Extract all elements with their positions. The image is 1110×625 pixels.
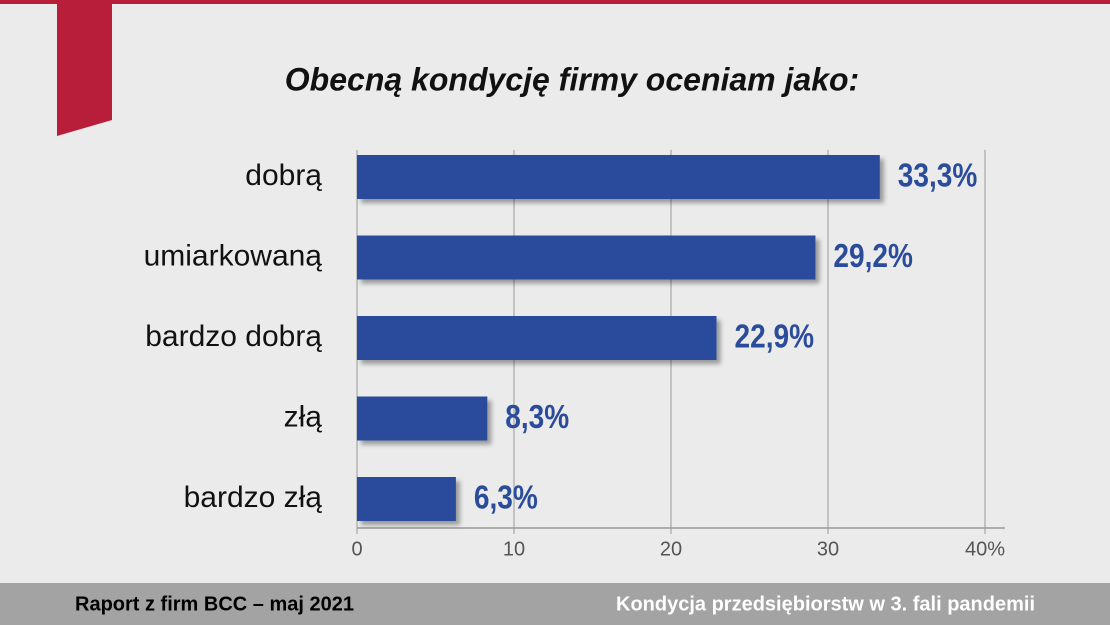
- value-label: 6,3%: [474, 480, 538, 517]
- bar: [357, 235, 816, 280]
- x-tick-label: 10: [503, 538, 525, 560]
- value-label: 8,3%: [505, 399, 569, 436]
- value-label: 33,3%: [898, 158, 977, 195]
- bar: [357, 396, 488, 441]
- bar: [357, 316, 717, 360]
- chart-title: Obecną kondycję firmy oceniam jako:: [285, 61, 859, 97]
- y-tick-label: bardzo złą: [184, 481, 323, 514]
- footer-right: Kondycja przedsiębiorstw w 3. fali pande…: [616, 593, 1035, 615]
- y-tick-label: bardzo dobrą: [145, 320, 322, 353]
- footer-band: [0, 583, 1110, 625]
- bar: [357, 155, 880, 199]
- x-tick-label: 40%: [965, 538, 1005, 560]
- bar: [357, 477, 456, 521]
- ribbon: [57, 0, 112, 136]
- y-tick-label: dobrą: [245, 159, 322, 192]
- value-label: 29,2%: [833, 238, 912, 275]
- footer-left: Raport z firm BCC – maj 2021: [75, 593, 354, 615]
- value-label: 22,9%: [735, 319, 814, 356]
- x-tick-label: 30: [817, 538, 839, 560]
- x-tick-label: 20: [660, 538, 682, 560]
- x-tick-label: 0: [351, 538, 362, 560]
- top-rule: [0, 0, 1110, 4]
- y-tick-label: złą: [284, 400, 323, 433]
- y-tick-label: umiarkowaną: [144, 239, 323, 272]
